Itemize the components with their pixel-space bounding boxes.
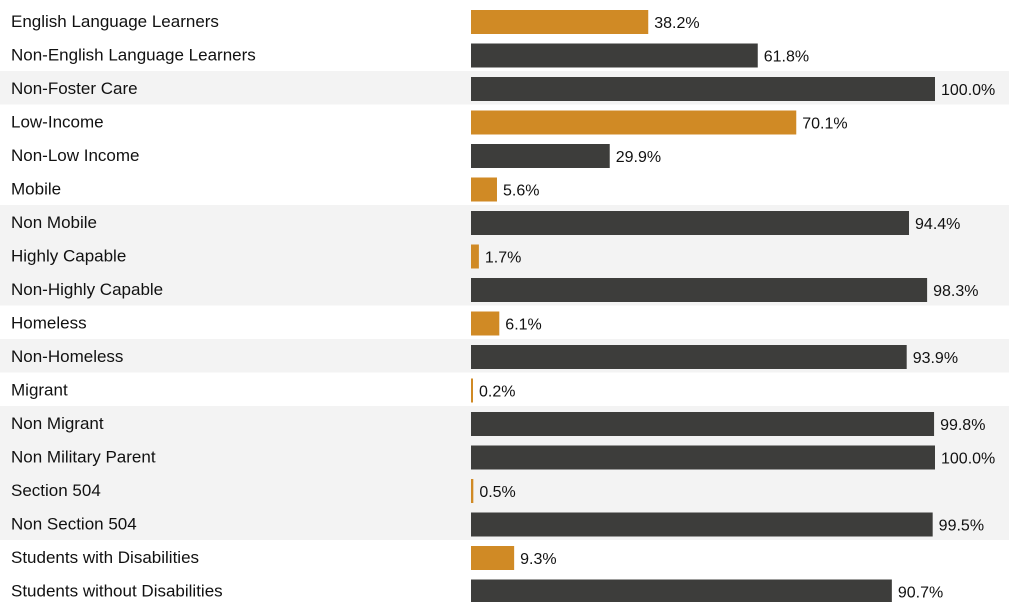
value-label: 100.0% xyxy=(941,451,995,468)
bar xyxy=(471,77,935,101)
bar xyxy=(471,345,907,369)
value-label: 94.4% xyxy=(915,216,960,233)
value-label: 93.9% xyxy=(913,350,958,367)
value-label: 99.8% xyxy=(940,417,985,434)
category-label: Non Mobile xyxy=(11,213,97,232)
value-label: 0.2% xyxy=(479,384,515,401)
value-label: 90.7% xyxy=(898,585,943,602)
value-label: 98.3% xyxy=(933,283,978,300)
bar xyxy=(471,579,892,602)
bar xyxy=(471,110,797,135)
category-label: Non-Highly Capable xyxy=(11,280,163,299)
bar xyxy=(471,244,479,269)
category-label: Highly Capable xyxy=(11,247,126,266)
bar xyxy=(471,10,649,34)
category-label: Non-Low Income xyxy=(11,146,140,165)
value-label: 6.1% xyxy=(505,317,541,334)
category-label: Non-Foster Care xyxy=(11,79,138,98)
value-label: 38.2% xyxy=(654,15,699,32)
bar xyxy=(471,378,473,403)
category-label: Homeless xyxy=(11,314,87,333)
value-label: 100.0% xyxy=(941,82,995,99)
row-bands xyxy=(0,71,1009,540)
category-label: Migrant xyxy=(11,381,68,400)
value-label: 61.8% xyxy=(764,49,809,66)
bar xyxy=(471,144,610,168)
category-label: Non Migrant xyxy=(11,414,104,433)
category-label: Non-English Language Learners xyxy=(11,46,256,65)
value-label: 29.9% xyxy=(616,149,661,166)
bar xyxy=(471,546,515,570)
bar xyxy=(471,278,928,302)
value-label: 5.6% xyxy=(503,183,539,200)
value-label: 1.7% xyxy=(485,250,521,267)
category-label: Students without Disabilities xyxy=(11,582,223,601)
bar xyxy=(471,479,474,503)
value-label: 9.3% xyxy=(520,551,556,568)
category-label: Section 504 xyxy=(11,481,101,500)
value-label: 0.5% xyxy=(479,484,515,501)
bar xyxy=(471,412,935,436)
bar xyxy=(471,211,910,235)
value-labels: 38.2% 61.8% 100.0% 70.1% 29.9% 5.6% 94.4% 1.7% 9… xyxy=(479,15,995,602)
row-band xyxy=(0,473,1009,507)
category-label: Students with Disabilities xyxy=(11,548,199,567)
category-label: Mobile xyxy=(11,180,61,199)
category-label: Non-Homeless xyxy=(11,347,123,366)
bars xyxy=(471,10,935,602)
bar xyxy=(471,177,497,202)
category-label: English Language Learners xyxy=(11,12,219,31)
bar xyxy=(471,311,500,336)
row-band xyxy=(0,238,1009,272)
bar xyxy=(471,445,935,470)
bar xyxy=(471,512,933,537)
category-label: Non Section 504 xyxy=(11,515,137,534)
value-label: 70.1% xyxy=(802,116,847,133)
category-label: Low-Income xyxy=(11,113,104,132)
bar xyxy=(471,43,758,68)
category-labels: English Language Learners Non-English Lan… xyxy=(11,12,256,601)
category-label: Non Military Parent xyxy=(11,448,156,467)
value-label: 99.5% xyxy=(939,518,984,535)
